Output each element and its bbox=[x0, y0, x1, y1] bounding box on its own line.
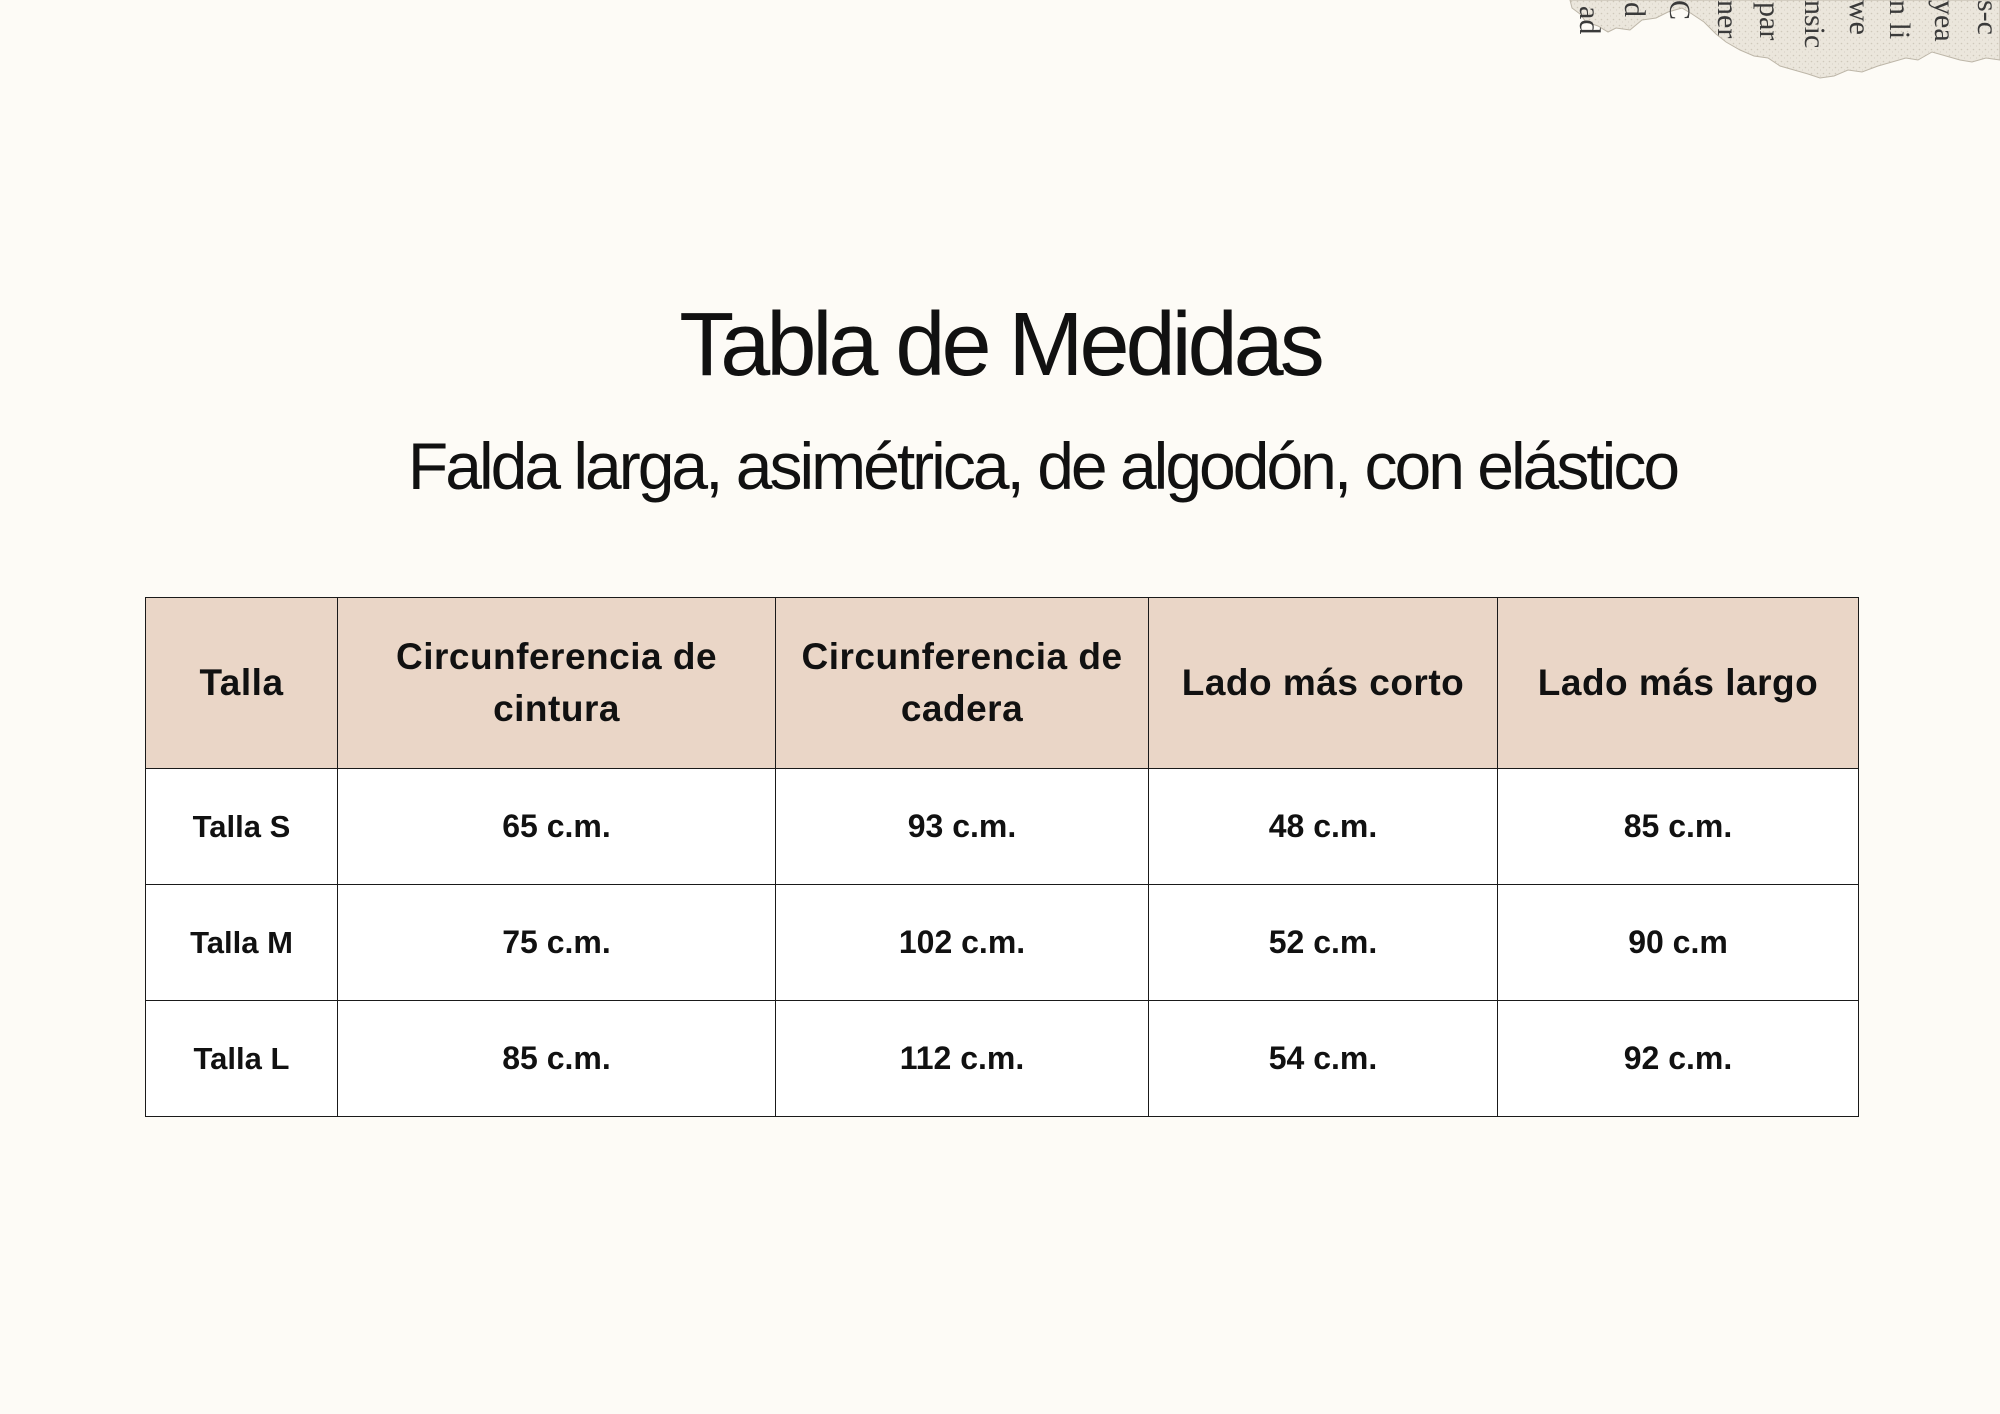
longest-side-cell: 85 c.m. bbox=[1497, 768, 1859, 885]
waist-cell: 65 c.m. bbox=[337, 768, 776, 885]
longest-side-cell: 90 c.m bbox=[1497, 884, 1859, 1001]
table-header-row: Talla Circunferencia de cintura Circunfe… bbox=[145, 597, 1859, 769]
torn-paper-text: d bbox=[1618, 2, 1651, 17]
longest-side-cell: 92 c.m. bbox=[1497, 1000, 1859, 1117]
size-label-cell: Talla M bbox=[145, 884, 338, 1001]
torn-paper-text: C bbox=[1663, 0, 1696, 20]
table-row: Talla L 85 c.m. 112 c.m. 54 c.m. 92 c.m. bbox=[145, 1000, 1859, 1117]
table-row: Talla M 75 c.m. 102 c.m. 52 c.m. 90 c.m bbox=[145, 884, 1859, 1001]
torn-paper-text: ner bbox=[1711, 0, 1744, 38]
torn-paper-text: yea bbox=[1928, 0, 1961, 42]
shortest-side-cell: 48 c.m. bbox=[1148, 768, 1498, 885]
torn-paper-text: we bbox=[1843, 0, 1876, 35]
size-label-cell: Talla S bbox=[145, 768, 338, 885]
column-header-hip: Circunferencia de cadera bbox=[775, 597, 1149, 769]
torn-paper-decoration: ad d C ner par nsic we n li yea s-c bbox=[1569, 0, 2000, 79]
waist-cell: 85 c.m. bbox=[337, 1000, 776, 1117]
hip-cell: 102 c.m. bbox=[775, 884, 1149, 1001]
torn-paper-text: s-c bbox=[1971, 0, 2000, 35]
size-chart-table: Talla Circunferencia de cintura Circunfe… bbox=[145, 597, 1859, 1117]
torn-paper-text: n li bbox=[1883, 0, 1916, 39]
page-subtitle: Falda larga, asimétrica, de algodón, con… bbox=[407, 429, 1680, 503]
page-title: Tabla de Medidas bbox=[679, 295, 1324, 395]
hip-cell: 93 c.m. bbox=[775, 768, 1149, 885]
shortest-side-cell: 52 c.m. bbox=[1148, 884, 1498, 1001]
column-header-shortest-side: Lado más corto bbox=[1148, 597, 1498, 769]
torn-paper-shape bbox=[1569, 0, 2000, 79]
torn-paper-text: ad bbox=[1573, 6, 1606, 34]
column-header-waist: Circunferencia de cintura bbox=[337, 597, 776, 769]
table-row: Talla S 65 c.m. 93 c.m. 48 c.m. 85 c.m. bbox=[145, 768, 1859, 885]
torn-paper-text: nsic bbox=[1798, 0, 1831, 48]
torn-paper-text: par bbox=[1753, 2, 1786, 40]
column-header-longest-side: Lado más largo bbox=[1497, 597, 1859, 769]
waist-cell: 75 c.m. bbox=[337, 884, 776, 1001]
shortest-side-cell: 54 c.m. bbox=[1148, 1000, 1498, 1117]
hip-cell: 112 c.m. bbox=[775, 1000, 1149, 1117]
column-header-size: Talla bbox=[145, 597, 338, 769]
size-label-cell: Talla L bbox=[145, 1000, 338, 1117]
